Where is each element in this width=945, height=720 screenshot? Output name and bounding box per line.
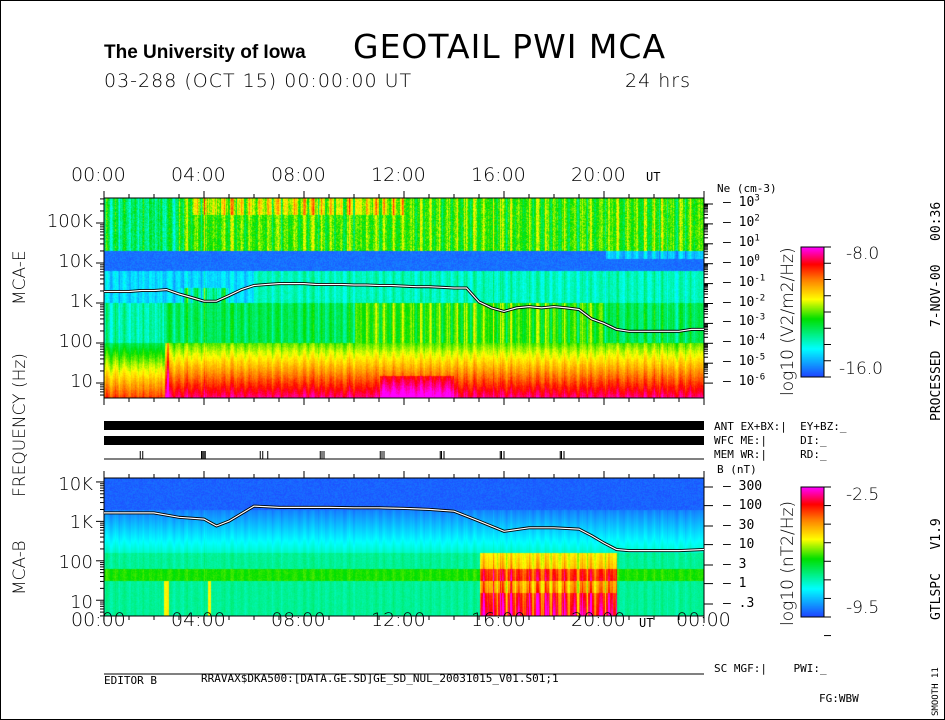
ne-tick-label: – 102 <box>723 213 760 230</box>
institution-title: The University of Iowa <box>104 42 306 63</box>
b-field-trace-shadow <box>104 504 705 553</box>
time-tick-label: 20:00 <box>571 164 626 186</box>
b-colorbar-max: -2.5 <box>846 485 880 505</box>
b-tick-label: – 30 <box>723 518 755 533</box>
ne-tick-label: – 10-6 <box>723 372 766 390</box>
processed-label: PROCESSED 7-NOV-00 00:36 <box>929 201 944 421</box>
time-tick-label: 16:00 <box>471 164 526 186</box>
frequency-tick-label: 1K <box>69 512 93 533</box>
time-tick-label: 20:00 <box>571 609 626 631</box>
time-tick-label: 04:00 <box>171 164 226 186</box>
ne-trace <box>104 283 704 332</box>
version-label: GTLSPC V1.9 <box>929 518 944 620</box>
ne-trace-shadow <box>104 282 704 333</box>
ant-mode-bar <box>104 421 704 430</box>
frequency-tick-label: 10K <box>58 251 93 272</box>
ne-tick-label: – 103 <box>723 193 760 210</box>
time-tick-label: 08:00 <box>271 609 326 631</box>
time-tick-label: 00:00 <box>676 609 731 631</box>
b-tick-label: – 300 <box>723 479 763 494</box>
ant-status: ANT EX+BX:| EY+BZ:_ <box>714 420 847 433</box>
time-tick-label: 12:00 <box>371 164 426 186</box>
b-tick-label: – 10 <box>723 536 755 552</box>
ne-tick-label: – 10-5 <box>723 352 766 370</box>
mem-status: MEM WR:| RD:_ <box>714 448 827 461</box>
b-axis-label: B (nT) <box>717 463 757 476</box>
ne-tick-label: – 100 <box>723 253 760 270</box>
e-colorbar-min: -16.0 <box>839 359 883 379</box>
e-colorbar-label: log10 (V2/m2/Hz) <box>778 247 798 396</box>
e-colorbar-max: -8.0 <box>846 244 880 264</box>
frequency-tick-label: 1K <box>69 291 93 312</box>
frequency-tick-label: 10 <box>70 592 93 613</box>
b-tick-label: – .3 <box>723 596 755 611</box>
ne-tick-label: – 10-4 <box>723 332 766 350</box>
time-tick-label: 08:00 <box>271 164 326 186</box>
b-colorbar <box>800 486 825 618</box>
ne-tick-label: – 101 <box>723 233 760 250</box>
wfc-status: WFC ME:| DI:_ <box>714 434 827 447</box>
b-tick-label: – 3 <box>723 557 747 572</box>
time-tick-label: 04:00 <box>171 609 226 631</box>
duration-label: 24 hrs <box>625 70 691 92</box>
b-tick-label: – 1 <box>723 575 747 591</box>
file-path: RRAVAX$DKA500:[DATA.GE.SD]GE_SD_NUL_2003… <box>201 672 559 685</box>
b-colorbar-label: log10 (nT2/Hz) <box>778 500 798 626</box>
frequency-tick-label: 10 <box>70 371 93 392</box>
time-tick-label: 12:00 <box>371 609 426 631</box>
ne-tick-label: – 10-3 <box>723 313 766 330</box>
ne-tick-label: – 10-1 <box>723 273 766 290</box>
frequency-tick-label: 100 <box>58 331 93 352</box>
time-unit-label: UT <box>646 170 661 184</box>
time-unit-label: UT <box>639 616 654 630</box>
date-line: 03-288 (OCT 15) 00:00:00 UT <box>104 70 413 92</box>
ne-tick-label: – 10-2 <box>723 293 766 310</box>
e-colorbar <box>800 246 825 378</box>
time-tick-label: 16:00 <box>471 609 526 631</box>
b-tick-label: – 100 <box>723 497 763 513</box>
time-tick-label: 00:00 <box>71 609 126 631</box>
ne-axis-label: Ne (cm-3) <box>717 182 777 195</box>
time-tick-label: 00:00 <box>71 164 126 186</box>
editor-label: EDITOR B <box>104 674 157 687</box>
b-field-trace <box>104 505 705 552</box>
fg-label: FG:WBW <box>819 692 859 705</box>
frequency-tick-label: 10K <box>58 474 93 495</box>
frequency-tick-label: 100K <box>46 211 93 232</box>
smooth-label: SMOOTH 11 <box>931 667 941 716</box>
frequency-tick-label: 100 <box>58 552 93 573</box>
instrument-title: GEOTAIL PWI MCA <box>353 27 667 66</box>
b-colorbar-min: -9.5 <box>846 598 880 618</box>
wfc-mode-bar <box>104 436 704 445</box>
sc-status: SC MGF:| PWI:_ <box>714 662 827 675</box>
